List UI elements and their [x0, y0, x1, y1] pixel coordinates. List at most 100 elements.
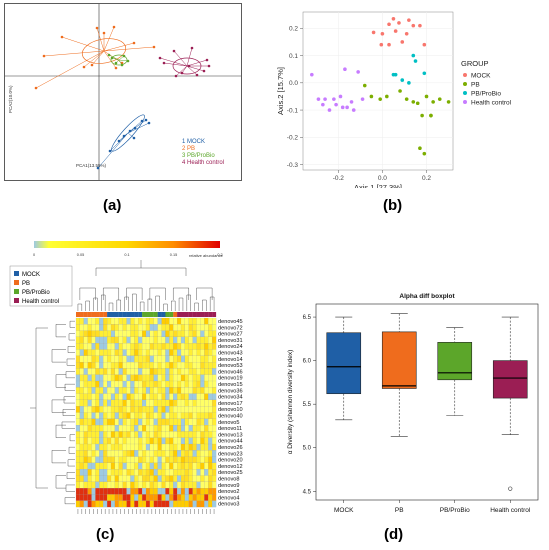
heatmap-cell	[103, 349, 108, 356]
heatmap-cell	[134, 368, 139, 375]
heatmap-cell	[165, 330, 170, 338]
heatmap-cell	[99, 406, 104, 413]
pcoa-y-axis-label: Axis.2 [15.7%]	[276, 67, 285, 115]
heatmap-cell	[103, 406, 108, 413]
heatmap-cell	[138, 349, 143, 356]
heatmap-cell	[212, 481, 217, 489]
heatmap-cell	[138, 431, 143, 438]
group-bar-cell	[192, 312, 197, 317]
pcoa-point	[369, 94, 374, 99]
heatmap-cell	[149, 450, 154, 457]
heatmap-cell	[118, 368, 123, 375]
heatmap-cell	[118, 488, 123, 495]
heatmap-cell	[134, 425, 139, 432]
col-dendro-branch	[95, 267, 187, 276]
heatmap-cell	[114, 443, 119, 451]
heatmap-cell	[177, 450, 182, 457]
group-bar-cell	[153, 312, 158, 317]
heatmap-cell	[173, 406, 178, 413]
heatmap-cell	[192, 481, 197, 489]
heatmap-cell	[138, 469, 143, 476]
pca-point	[114, 61, 118, 65]
heatmap-cell	[118, 355, 123, 363]
heatmap-cell	[75, 324, 81, 331]
heatmap-cell	[192, 362, 197, 369]
heatmap-cell	[173, 443, 178, 451]
heatmap-cell	[177, 462, 182, 470]
heatmap-cell	[149, 393, 154, 401]
heatmap-cell	[153, 412, 158, 419]
group-bar-cell	[91, 312, 96, 317]
heatmap-cell	[134, 462, 139, 470]
heatmap-cell	[204, 355, 209, 363]
heatmap-cell	[161, 374, 166, 382]
heatmap-cell	[173, 450, 178, 457]
heatmap-cell	[79, 317, 84, 325]
heatmap-cell	[157, 456, 162, 464]
heatmap-cell	[212, 393, 217, 401]
heatmap-cell	[169, 362, 174, 369]
heatmap-cell	[153, 380, 158, 388]
heatmap-cell	[200, 443, 205, 451]
scale-tick-label: 0	[33, 253, 35, 257]
col-dendro-branch	[171, 300, 176, 311]
heatmap-cell	[169, 425, 174, 432]
heatmap-cell	[208, 494, 213, 501]
heatmap-cell	[149, 406, 154, 413]
group-bar-cell	[169, 312, 174, 317]
heatmap-cell	[103, 362, 108, 369]
heatmap-cell	[208, 418, 213, 426]
heatmap-cell	[138, 437, 143, 445]
heatmap-cell	[122, 437, 127, 445]
heatmap-cell	[161, 456, 166, 464]
heatmap-cell	[180, 494, 186, 501]
group-bar-cell	[103, 312, 108, 317]
pcoa-legend-title: GROUP	[461, 59, 489, 68]
heatmap-cell	[95, 456, 100, 464]
heatmap-cell	[212, 317, 217, 325]
heatmap-cell	[122, 475, 127, 482]
heatmap-cell	[180, 456, 186, 464]
heatmap-cell	[149, 481, 154, 489]
heatmap-cell	[169, 380, 174, 388]
heatmap-cell	[122, 336, 127, 344]
heatmap-cell	[200, 481, 205, 489]
pcoa-point	[404, 97, 409, 101]
heatmap-cell	[87, 349, 92, 356]
heatmap-cell	[91, 500, 96, 508]
heatmap-cell	[165, 462, 170, 470]
heatmap-cell	[99, 380, 104, 388]
heatmap-cell	[192, 418, 197, 426]
heatmap-cell	[110, 374, 116, 382]
heatmap-cell	[184, 462, 189, 470]
pcoa-point	[379, 42, 384, 47]
heatmap-cell	[130, 317, 135, 325]
pcoa-point	[356, 70, 360, 74]
heatmap-cell	[83, 481, 88, 489]
pca-spoke	[118, 59, 129, 62]
heatmap-cell	[200, 393, 205, 401]
heatmap-cell	[87, 399, 92, 407]
heatmap-cell	[107, 406, 112, 413]
heatmap-cell	[99, 418, 104, 426]
heatmap-cell	[177, 418, 182, 426]
heatmap-cell	[107, 393, 112, 401]
pca-spoke	[175, 65, 188, 77]
heatmap-cell	[91, 406, 96, 413]
heatmap-cell	[196, 494, 201, 501]
heatmap-cell	[184, 475, 189, 482]
heatmap-cell	[110, 431, 116, 438]
heatmap-cell	[184, 481, 189, 489]
heatmap-cell	[142, 456, 147, 464]
heatmap-cell	[79, 456, 84, 464]
heatmap-cell	[188, 425, 193, 432]
heatmap-cell	[200, 317, 205, 325]
pca-spoke	[163, 62, 188, 67]
heatmap-cell	[177, 500, 182, 508]
pcoa-point	[338, 94, 343, 99]
heatmap-cell	[110, 456, 116, 464]
heatmap-cell	[200, 399, 205, 407]
heatmap-cell	[145, 380, 151, 388]
heatmap-cell	[188, 418, 193, 426]
heatmap-cell	[200, 469, 205, 476]
